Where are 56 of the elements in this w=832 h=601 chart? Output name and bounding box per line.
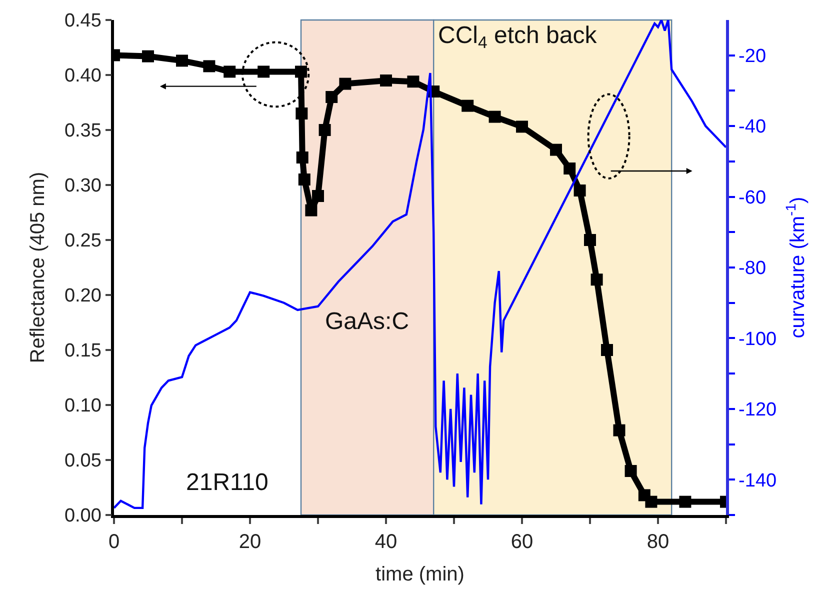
point <box>305 204 318 216</box>
point <box>584 234 596 246</box>
y2-tick-label: -120 <box>738 400 777 421</box>
point <box>176 54 188 67</box>
y-tick-label: 0.10 <box>64 396 102 417</box>
x-tick-label: 0 <box>108 530 120 553</box>
y-axis-title: Reflectance (405 nm) <box>26 172 49 364</box>
point <box>645 496 658 508</box>
x-tick-label: 80 <box>646 530 670 553</box>
y2-tick-label: -60 <box>738 187 766 208</box>
point <box>296 152 308 164</box>
y-tick-label: 0.40 <box>64 66 102 87</box>
point <box>601 344 613 356</box>
point <box>298 174 310 186</box>
point <box>295 66 307 78</box>
point <box>318 124 331 136</box>
point <box>312 190 324 202</box>
y-tick-label: 0.20 <box>64 286 102 307</box>
y-tick-label: 0.35 <box>64 120 102 142</box>
point <box>224 66 236 78</box>
band-label: CCl$_{4}$ etch back <box>438 22 598 52</box>
y2-tick-label: -40 <box>738 116 766 138</box>
y2-tick-label: -140 <box>738 470 777 492</box>
x-tick-label: 60 <box>510 530 534 553</box>
point <box>258 66 270 78</box>
y-tick-label: 0.00 <box>64 506 102 527</box>
point <box>339 78 352 90</box>
y-tick-label: 0.25 <box>64 230 102 252</box>
x-tick-label: 40 <box>374 530 398 553</box>
point <box>574 184 586 196</box>
point <box>564 162 576 174</box>
band-label: GaAs:C <box>325 308 410 335</box>
x-tick-label: 20 <box>238 530 262 553</box>
y-tick-label: 0.05 <box>64 450 102 472</box>
y2-tick-label: -20 <box>738 46 766 68</box>
point <box>624 465 637 477</box>
annotation: 21R110 <box>186 469 268 496</box>
y-tick-label: 0.45 <box>64 10 102 32</box>
point <box>203 60 216 72</box>
y-tick-label: 0.15 <box>64 340 102 362</box>
point <box>550 144 562 156</box>
point <box>296 108 308 120</box>
y2-tick-label: -100 <box>738 328 777 350</box>
x-axis-title: time (min) <box>376 563 464 586</box>
point <box>380 74 392 86</box>
y2-tick-label: -80 <box>738 258 766 280</box>
point <box>326 91 338 103</box>
point <box>488 110 501 123</box>
point <box>407 76 420 88</box>
point <box>142 50 154 62</box>
point <box>613 424 626 436</box>
point <box>516 120 528 133</box>
point <box>679 496 692 508</box>
point <box>590 274 603 286</box>
y-tick-label: 0.30 <box>64 176 102 197</box>
point <box>462 100 474 112</box>
